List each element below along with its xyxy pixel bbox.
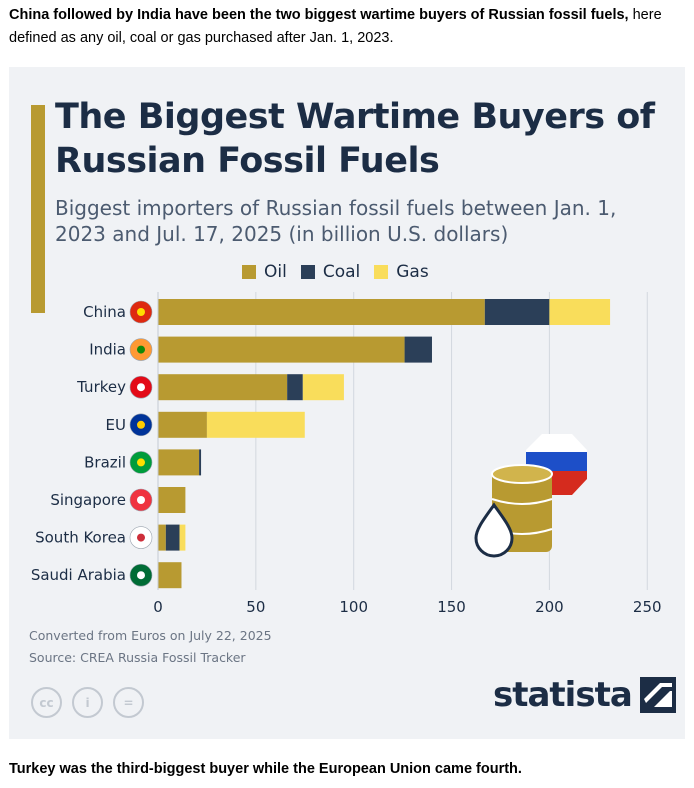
bar-brazil-oil bbox=[158, 449, 200, 476]
flag-emblem-india bbox=[137, 345, 145, 354]
attribution-icon[interactable]: i bbox=[72, 687, 103, 718]
x-tick-label-250: 250 bbox=[633, 598, 662, 616]
bar-turkey-oil bbox=[158, 374, 288, 401]
bar-south-korea-gas bbox=[179, 524, 186, 551]
bar-eu-gas bbox=[206, 411, 305, 438]
bar-china-oil bbox=[158, 299, 485, 325]
intro-rest: here defined as any oil, coal or gas pur… bbox=[9, 7, 662, 46]
bar-saudi-arabia-oil bbox=[158, 562, 182, 589]
conversion-note: Converted from Euros on July 22, 2025 bbox=[29, 628, 272, 643]
statista-mark-icon bbox=[639, 677, 676, 713]
bar-singapore-oil bbox=[158, 487, 186, 513]
oil-barrel-russian-flag-icon bbox=[474, 434, 587, 558]
flag-emblem-eu bbox=[137, 420, 145, 429]
category-label-turkey: Turkey bbox=[76, 378, 126, 396]
category-label-saudi-arabia: Saudi Arabia bbox=[31, 566, 126, 584]
barrel-top bbox=[491, 464, 553, 484]
intro-text: China followed by India have been the tw… bbox=[9, 4, 679, 50]
legend-oil-label: Oil bbox=[264, 262, 287, 282]
accent-bar bbox=[31, 105, 45, 313]
legend-gas-label: Gas bbox=[396, 262, 429, 282]
flag-emblem-brazil bbox=[137, 458, 145, 467]
bar-eu-oil bbox=[158, 411, 207, 438]
category-label-india: India bbox=[89, 341, 126, 359]
bar-turkey-gas bbox=[302, 374, 344, 401]
bar-south-korea-coal bbox=[165, 524, 180, 551]
legend-oil-swatch bbox=[242, 265, 256, 279]
x-tick-label-0: 0 bbox=[153, 598, 163, 616]
category-label-south-korea: South Korea bbox=[35, 529, 126, 547]
bar-china-coal bbox=[484, 299, 550, 325]
bar-chart: 0 50 100 150 200 250 China India Turkey EU Brazil S… bbox=[31, 292, 662, 616]
legend-coal: Coal bbox=[300, 262, 361, 282]
creative-commons-icon[interactable]: cc bbox=[31, 687, 62, 718]
chart-subtitle: Biggest importers of Russian fossil fuel… bbox=[55, 196, 617, 246]
x-tick-label-100: 100 bbox=[339, 598, 368, 616]
outro-text: Turkey was the third-biggest buyer while… bbox=[9, 761, 522, 777]
legend-gas: Gas bbox=[374, 262, 429, 282]
statista-mark-glyph bbox=[643, 683, 672, 707]
bar-india-coal bbox=[404, 336, 432, 363]
no-derivatives-icon[interactable]: = bbox=[113, 687, 144, 718]
chart-legend: Oil Coal Gas bbox=[242, 262, 429, 282]
flag-emblem-south-korea bbox=[137, 533, 145, 542]
bar-turkey-coal bbox=[287, 374, 303, 401]
intro-bold: China followed by India have been the tw… bbox=[9, 7, 629, 23]
bar-india-oil bbox=[158, 336, 405, 363]
flag-emblem-saudi-arabia bbox=[137, 571, 145, 580]
x-tick-label-200: 200 bbox=[535, 598, 564, 616]
flag-emblem-china bbox=[137, 308, 145, 316]
statista-logo[interactable]: statista bbox=[493, 675, 676, 715]
infographic-card: The Biggest Wartime Buyers of Russian Fo… bbox=[9, 67, 685, 739]
category-label-eu: EU bbox=[106, 416, 126, 434]
source-note: Source: CREA Russia Fossil Tracker bbox=[29, 650, 246, 665]
category-label-singapore: Singapore bbox=[50, 491, 126, 509]
legend-coal-swatch bbox=[300, 265, 315, 279]
flag-emblem-turkey bbox=[137, 383, 145, 392]
oil-drop-icon bbox=[474, 502, 514, 558]
barrel-hoop-top bbox=[491, 498, 553, 505]
category-label-brazil: Brazil bbox=[84, 453, 126, 471]
bar-brazil-coal bbox=[199, 449, 202, 476]
brand-name: statista bbox=[493, 675, 633, 715]
bar-south-korea-oil bbox=[158, 524, 166, 551]
category-label-china: China bbox=[83, 303, 126, 321]
license-icons: cc i = bbox=[31, 687, 144, 718]
x-tick-label-50: 50 bbox=[246, 598, 265, 616]
legend-coal-label: Coal bbox=[322, 262, 361, 282]
x-tick-label-150: 150 bbox=[437, 598, 466, 616]
legend-oil: Oil bbox=[242, 262, 287, 282]
chart-title: The Biggest Wartime Buyers of Russian Fo… bbox=[55, 97, 655, 181]
notes: Converted from Euros on July 22, 2025 So… bbox=[29, 625, 272, 669]
flag-emblem-singapore bbox=[137, 496, 145, 504]
bar-china-gas bbox=[549, 299, 611, 325]
legend-gas-swatch bbox=[374, 265, 389, 279]
